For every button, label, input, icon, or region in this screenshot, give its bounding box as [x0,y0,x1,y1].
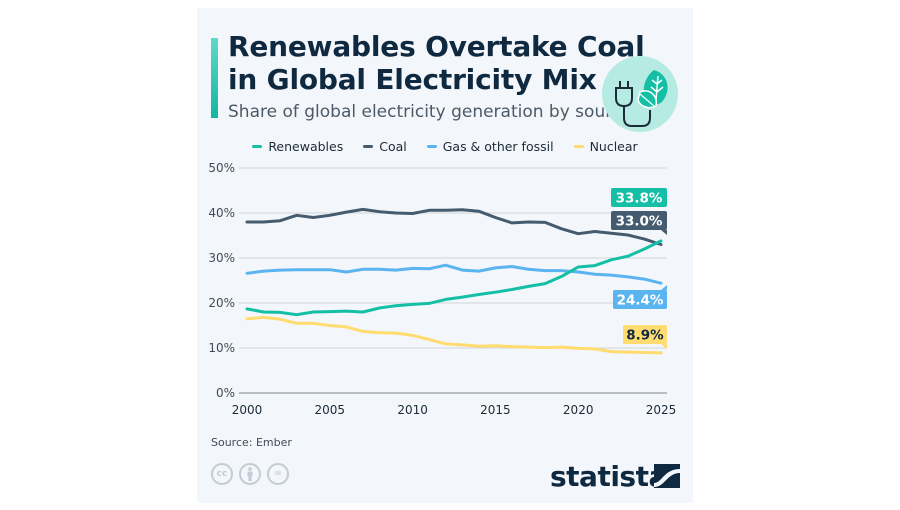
end-label-coal: 33.0% [616,214,663,230]
end-label-pointer [661,285,667,290]
series-line-renewables [245,239,663,317]
chart-legend: Renewables Coal Gas & other fossil Nucle… [197,136,693,154]
legend-label: Gas & other fossil [442,139,554,154]
x-tick-label: 2015 [480,403,511,417]
end-label-box-nuclear [623,325,667,344]
end-label-box-coal [611,211,667,230]
legend-item-coal: Coal [363,139,407,154]
legend-swatch [363,145,374,148]
y-tick-label: 0% [216,386,235,400]
title-accent-bar [211,38,218,118]
series-line-nuclear [245,315,663,355]
x-tick-label: 2010 [397,403,428,417]
legend-swatch [573,145,584,148]
end-label-nuclear: 8.9% [626,328,664,344]
end-label-box-renewables [611,188,667,207]
x-tick-label: 2020 [563,403,594,417]
title-line-2: in Global Electricity Mix [228,63,597,96]
statista-logo-mark[interactable] [654,464,680,488]
y-tick-label: 50% [208,161,235,175]
x-tick-label: 2000 [232,403,263,417]
legend-swatch [252,145,263,148]
x-tick-label: 2025 [646,403,677,417]
plug-and-leaf-icon [602,56,678,132]
y-tick-label: 30% [208,251,235,265]
no-derivatives-icon[interactable]: = [267,463,289,485]
series-line-coal [245,207,663,246]
end-label-gas: 24.4% [617,293,664,309]
license-icons: cc = [211,463,289,485]
series-line-gas [245,263,663,285]
legend-label: Nuclear [589,139,638,154]
y-tick-label: 40% [208,206,235,220]
cc-icon[interactable]: cc [211,463,233,485]
y-tick-label: 10% [208,341,235,355]
end-label-pointer [661,344,667,349]
end-label-renewables: 33.8% [616,191,663,207]
legend-swatch [426,145,437,148]
chart-card: Renewables Overtake Coal in Global Elect… [197,8,693,503]
statista-logo-text[interactable]: statista [550,460,667,493]
line-chart: 0% 10% 20% 30% 40% 50% 2000 2005 2010 2015 2020 202… [208,161,677,417]
chart-title: Renewables Overtake Coal in Global Elect… [228,30,645,96]
chart-subtitle: Share of global electricity generation b… [228,102,632,122]
end-label-box-gas [613,290,667,309]
x-tick-label: 2005 [315,403,346,417]
title-line-1: Renewables Overtake Coal [228,30,645,63]
attribution-icon[interactable] [239,463,261,485]
end-label-pointer [661,230,667,235]
legend-item-gas: Gas & other fossil [426,139,554,154]
source-note: Source: Ember [211,436,292,449]
y-tick-label: 20% [208,296,235,310]
legend-item-renewables: Renewables [252,139,343,154]
legend-item-nuclear: Nuclear [573,139,638,154]
legend-label: Coal [379,139,407,154]
legend-label: Renewables [268,139,344,154]
